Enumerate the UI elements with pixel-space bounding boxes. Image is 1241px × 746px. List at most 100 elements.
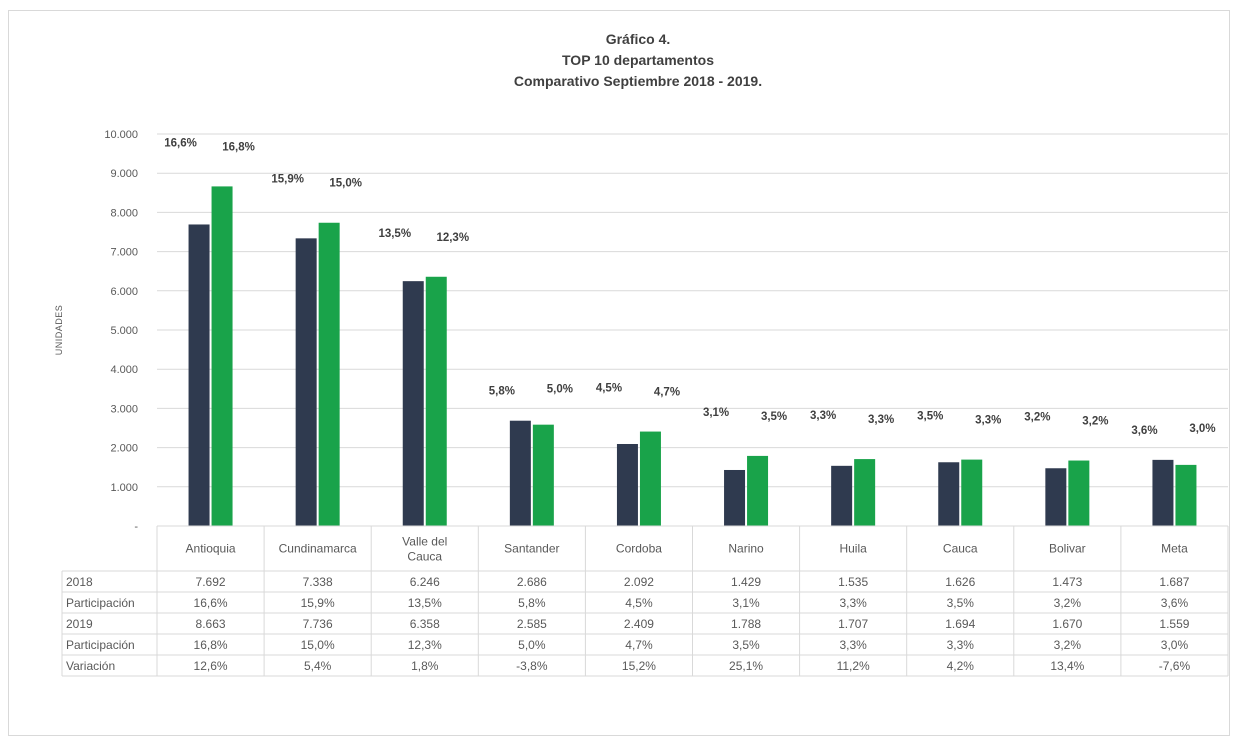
- table-cell: 3,2%: [1054, 638, 1082, 652]
- bar-2019: [1068, 460, 1090, 526]
- table-cell: 3,3%: [839, 638, 867, 652]
- table-cell: 7.338: [303, 575, 333, 589]
- table-cell: 1.687: [1159, 575, 1189, 589]
- table-row-label: 2018: [66, 575, 93, 589]
- category-label: Bolivar: [1049, 542, 1086, 556]
- category-label: Santander: [504, 542, 559, 556]
- table-cell: 1.670: [1052, 617, 1082, 631]
- table-cell: 3,5%: [947, 596, 975, 610]
- table-cell: 3,3%: [839, 596, 867, 610]
- category-label: Narino: [728, 542, 764, 556]
- y-tick-label: 7.000: [110, 247, 138, 259]
- bar-2018: [831, 465, 853, 526]
- table-cell: 8.663: [196, 617, 226, 631]
- data-label-2019: 4,7%: [654, 387, 680, 399]
- table-cell: 15,2%: [622, 659, 656, 673]
- data-label-2019: 3,3%: [868, 414, 894, 426]
- bar-2019: [639, 431, 661, 526]
- table-cell: -3,8%: [516, 659, 548, 673]
- bar-2019: [532, 424, 554, 526]
- bar-2018: [1152, 459, 1174, 526]
- bar-2019: [747, 455, 769, 526]
- category-label: Antioquia: [186, 542, 236, 556]
- bar-2018: [616, 443, 638, 526]
- data-label-2018: 3,1%: [703, 407, 729, 419]
- chart-title-line: Gráfico 4.: [606, 31, 671, 47]
- table-cell: 1,8%: [411, 659, 439, 673]
- bar-2018: [938, 462, 960, 526]
- table-cell: 3,2%: [1054, 596, 1082, 610]
- table-cell: 11,2%: [837, 659, 870, 673]
- table-cell: 12,6%: [194, 659, 228, 673]
- data-label-2018: 13,5%: [378, 228, 411, 240]
- data-label-2018: 4,5%: [596, 383, 622, 395]
- data-label-2019: 12,3%: [436, 232, 469, 244]
- data-label-2018: 5,8%: [489, 386, 515, 398]
- table-cell: 4,2%: [947, 659, 975, 673]
- y-tick-label: 8.000: [110, 207, 138, 219]
- data-label-2018: 15,9%: [271, 174, 304, 186]
- table-cell: 7.736: [303, 617, 333, 631]
- table-cell: 6.358: [410, 617, 440, 631]
- y-tick-label: 5.000: [110, 325, 138, 337]
- y-tick-label: 4.000: [110, 364, 138, 376]
- table-row-label: 2019: [66, 617, 93, 631]
- data-label-2018: 3,2%: [1024, 412, 1050, 424]
- table-cell: 2.409: [624, 617, 654, 631]
- category-label: Valle del: [402, 535, 447, 549]
- bar-2019: [211, 186, 233, 526]
- data-label-2019: 5,0%: [547, 384, 573, 396]
- category-label: Cauca: [943, 542, 978, 556]
- table-cell: 3,0%: [1161, 638, 1189, 652]
- bar-2018: [724, 469, 746, 526]
- table-cell: 1.694: [945, 617, 975, 631]
- table-cell: 7.692: [196, 575, 226, 589]
- category-label: Cundinamarca: [279, 542, 357, 556]
- table-cell: 3,1%: [732, 596, 760, 610]
- table-cell: 25,1%: [729, 659, 763, 673]
- data-label-2018: 3,5%: [917, 411, 943, 423]
- table-row-label: Participación: [66, 638, 135, 652]
- category-label: Huila: [839, 542, 867, 556]
- bar-2018: [295, 238, 317, 526]
- table-cell: 5,0%: [518, 638, 546, 652]
- table-cell: 2.092: [624, 575, 654, 589]
- chart-frame: [8, 10, 1230, 736]
- bar-2019: [318, 222, 340, 527]
- table-cell: 12,3%: [408, 638, 442, 652]
- table-cell: 1.626: [945, 575, 975, 589]
- y-tick-label: 9.000: [110, 168, 138, 180]
- y-tick-label: 1.000: [110, 482, 138, 494]
- table-cell: 4,5%: [625, 596, 653, 610]
- table-cell: 13,4%: [1050, 659, 1084, 673]
- table-cell: 16,8%: [194, 638, 228, 652]
- y-tick-label: 6.000: [110, 286, 138, 298]
- chart-title-line: Comparativo Septiembre 2018 - 2019.: [514, 73, 762, 89]
- bar-2018: [509, 420, 531, 526]
- data-label-2019: 3,2%: [1082, 416, 1108, 428]
- table-cell: 1.429: [731, 575, 761, 589]
- bar-2018: [1045, 468, 1067, 526]
- category-label: Meta: [1161, 542, 1188, 556]
- bar-2019: [961, 459, 983, 526]
- data-label-2018: 16,6%: [164, 137, 197, 149]
- bar-2018: [188, 224, 210, 526]
- table-cell: 5,4%: [304, 659, 332, 673]
- table-cell: 1.559: [1159, 617, 1189, 631]
- y-tick-label: -: [134, 521, 138, 533]
- bar-2019: [425, 276, 447, 526]
- y-tick-label: 10.000: [104, 129, 138, 141]
- table-cell: 5,8%: [518, 596, 546, 610]
- table-cell: 1.473: [1052, 575, 1082, 589]
- category-label: Cauca: [407, 550, 442, 564]
- bar-2019: [1175, 464, 1197, 526]
- y-axis-title: UNIDADES: [54, 305, 64, 356]
- y-tick-label: 3.000: [110, 403, 138, 415]
- chart-title-line: TOP 10 departamentos: [562, 52, 714, 68]
- table-cell: 1.535: [838, 575, 868, 589]
- bar-2018: [402, 281, 424, 526]
- table-cell: 3,5%: [732, 638, 760, 652]
- data-label-2019: 3,5%: [761, 411, 787, 423]
- data-label-2018: 3,6%: [1131, 425, 1157, 437]
